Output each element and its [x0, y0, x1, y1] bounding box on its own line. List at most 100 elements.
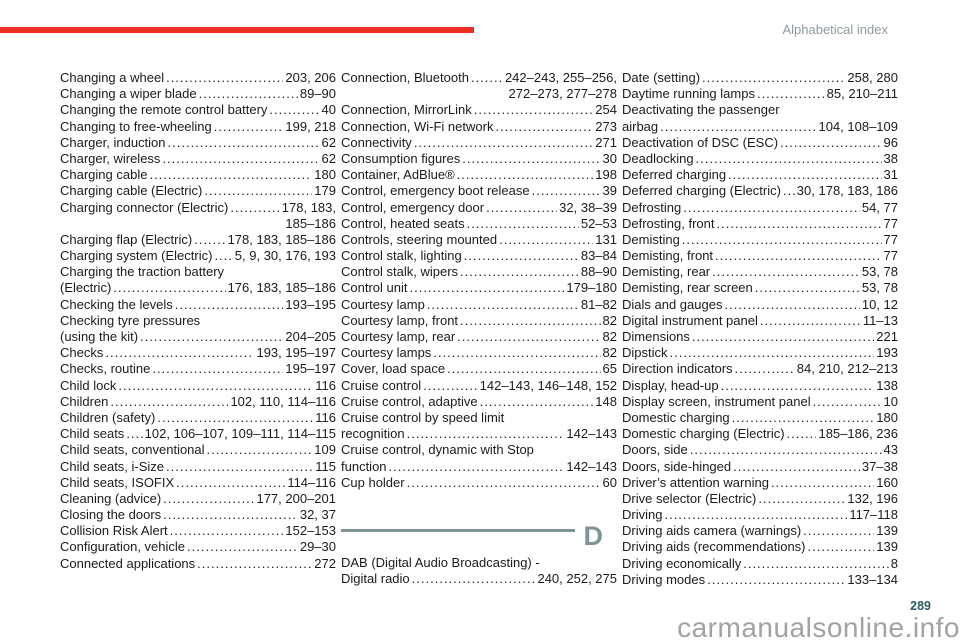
page-number: 289 — [910, 599, 931, 613]
dot-leader — [712, 264, 860, 280]
dot-leader — [715, 248, 881, 264]
entry-pages: 116 — [315, 409, 336, 425]
entry-pages: 193, 195–197 — [256, 345, 336, 361]
section-letter: D — [583, 520, 604, 551]
entry-pages: 152–153 — [285, 523, 336, 539]
index-entry: Deferred charging 31 — [622, 167, 898, 183]
entry-label: Consumption figures — [341, 150, 461, 166]
entry-pages: 271 — [595, 134, 617, 150]
entry-pages: 142–143 — [566, 458, 617, 474]
index-entry: Changing a wiper blade 89–90 — [60, 86, 336, 102]
entry-label: Charging connector (Electric) — [60, 199, 229, 215]
index-entry: Demisting, front 77 — [622, 248, 898, 264]
entry-label: Courtesy lamp, front — [341, 312, 459, 328]
entry-pages: 203, 206 — [285, 70, 336, 85]
entry-label: DAB (Digital Audio Broadcasting) - — [341, 554, 540, 570]
entry-pages: 142–143 — [566, 426, 617, 442]
dot-leader — [780, 135, 881, 151]
dot-leader — [207, 442, 313, 458]
index-entry: Connection, Bluetooth 242–243, 255–256, — [341, 70, 617, 86]
entry-pages: 102, 106–107, 109–111, 114–115 — [144, 426, 336, 442]
entry-pages: 273 — [595, 118, 617, 134]
index-entry: Demisting, rear 53, 78 — [622, 264, 898, 280]
entry-pages: 221 — [876, 329, 898, 344]
entry-pages: 160 — [876, 474, 898, 490]
entry-label: Display screen, instrument panel — [622, 393, 811, 409]
dot-leader — [204, 183, 312, 199]
index-entry: Control unit 179–180 — [341, 280, 617, 296]
entry-pages: 82 — [602, 345, 617, 361]
entry-pages: 77 — [883, 231, 898, 247]
entry-pages: 131 — [595, 231, 617, 247]
dot-leader — [423, 378, 477, 394]
index-entry: Courtesy lamps 82 — [341, 345, 617, 361]
entry-pages: 193–195 — [285, 296, 336, 312]
entry-pages: 52–53 — [580, 215, 617, 231]
index-entry: airbag 104, 108–109 — [622, 119, 898, 135]
index-entry: Courtesy lamp 81–82 — [341, 297, 617, 313]
index-entry: Child lock 116 — [60, 378, 336, 394]
entry-label: Checks, routine — [60, 361, 151, 377]
index-entry: Dipstick 193 — [622, 345, 898, 361]
entry-pages: 115 — [315, 458, 336, 474]
index-column-2: Connection, Bluetooth242–243, 255–256, 27… — [341, 70, 617, 588]
dot-leader — [152, 361, 283, 377]
entry-label: Courtesy lamp, rear — [341, 329, 456, 344]
dot-leader — [532, 183, 601, 199]
index-entry: Domestic charging (Electric) 185–186, 236 — [622, 426, 898, 442]
entry-pages: 179–180 — [566, 280, 617, 296]
dot-leader — [724, 297, 859, 313]
dot-leader — [721, 378, 875, 394]
entry-label: Courtesy lamps — [341, 345, 432, 361]
entry-label: Demisting, rear screen — [622, 280, 753, 296]
entry-pages: 204–205 — [285, 329, 336, 344]
entry-pages: 81–82 — [580, 296, 617, 312]
index-entry: Connection, Wi-Fi network 273 — [341, 119, 617, 135]
entry-pages: 139 — [876, 539, 898, 555]
index-entry: Charging system (Electric) 5, 9, 30, 176,… — [60, 248, 336, 264]
entry-pages: 178, 183, — [281, 199, 336, 215]
dot-leader — [166, 70, 283, 86]
index-entry: Deferred charging (Electric) 30, 178, 183… — [622, 183, 898, 199]
entry-pages: 139 — [876, 523, 898, 539]
entry-pages: 142–143, 146–148, 152 — [479, 377, 617, 393]
index-entry: Charging flap (Electric) 178, 183, 185–18… — [60, 232, 336, 248]
index-entry: Connected applications 272 — [60, 556, 336, 572]
dot-leader — [140, 329, 283, 345]
index-entry: Child seats, conventional 109 — [60, 442, 336, 458]
dot-leader — [771, 475, 874, 491]
divider-rule — [341, 528, 575, 532]
index-entry: Deactivating the passenger — [622, 102, 898, 118]
entry-pages: 258, 280 — [847, 70, 898, 85]
dot-leader — [702, 70, 845, 86]
entry-label: Changing to free-wheeling — [60, 118, 212, 134]
entry-pages: 65 — [602, 361, 617, 377]
dot-leader — [457, 167, 594, 183]
dot-leader — [163, 491, 254, 507]
dot-leader — [175, 297, 284, 313]
dot-leader — [433, 345, 600, 361]
index-entry: Driving 117–118 — [622, 507, 898, 523]
entry-label: Child seats, ISOFIX — [60, 474, 175, 490]
entry-label: Control unit — [341, 280, 408, 296]
index-entry: Driving aids (recommendations) 139 — [622, 539, 898, 555]
index-entry: Children 102, 110, 114–116 — [60, 394, 336, 410]
index-entry: Daytime running lamps 85, 210–211 — [622, 86, 898, 102]
entry-label: Closing the doors — [60, 507, 162, 523]
entry-pages: 104, 108–109 — [818, 118, 898, 134]
index-entry: Cruise control, adaptive 148 — [341, 394, 617, 410]
index-entry: Charging cable 180 — [60, 167, 336, 183]
index-entry: Deactivation of DSC (ESC) 96 — [622, 135, 898, 151]
index-entry: Charger, induction 62 — [60, 135, 336, 151]
index-entry: Changing a wheel 203, 206 — [60, 70, 336, 86]
dot-leader — [462, 151, 600, 167]
index-entry: Control stalk, wipers 88–90 — [341, 264, 617, 280]
index-entry: (Electric) 176, 183, 185–186 — [60, 280, 336, 296]
index-entry: Domestic charging 180 — [622, 410, 898, 426]
index-entry: Cruise control, dynamic with Stop — [341, 442, 617, 458]
index-entry: 185–186 — [60, 216, 336, 232]
entry-label: Domestic charging (Electric) — [622, 426, 785, 442]
dot-leader — [471, 70, 503, 86]
entry-label: Control, emergency door — [341, 199, 485, 215]
